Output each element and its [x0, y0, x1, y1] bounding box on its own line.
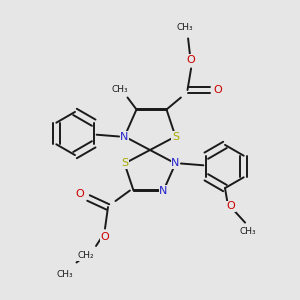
Text: S: S: [172, 131, 179, 142]
Text: S: S: [121, 158, 128, 169]
Text: N: N: [159, 185, 168, 196]
Text: O: O: [100, 232, 109, 242]
Text: O: O: [226, 201, 236, 211]
Text: CH₃: CH₃: [112, 85, 128, 94]
Text: CH₃: CH₃: [56, 270, 73, 279]
Text: O: O: [76, 189, 85, 200]
Text: N: N: [120, 131, 129, 142]
Text: O: O: [187, 55, 196, 65]
Text: O: O: [213, 85, 222, 95]
Text: N: N: [171, 158, 180, 169]
Text: CH₂: CH₂: [77, 251, 94, 260]
Text: CH₃: CH₃: [240, 227, 256, 236]
Text: CH₃: CH₃: [177, 23, 194, 32]
